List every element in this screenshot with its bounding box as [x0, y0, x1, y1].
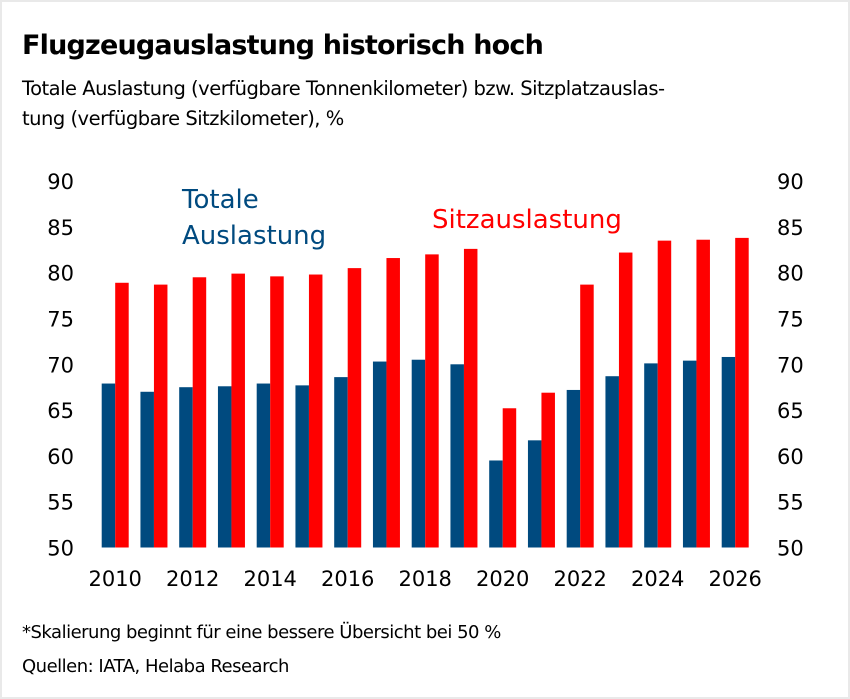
x-tick-label: 2010	[88, 567, 141, 591]
legend-totale-line-1: Totale	[181, 185, 259, 215]
y-tick-label-right: 50	[777, 537, 804, 561]
bar-totale-2022	[566, 389, 581, 548]
bar-sitz-2023	[618, 252, 633, 548]
left-y-axis: 90 85 80 75 70 65 60 55 50	[47, 170, 74, 560]
x-tick-label: 2016	[321, 567, 374, 591]
subtitle-line-1: Totale Auslastung (verfügbare Tonnenkilo…	[22, 77, 665, 100]
y-tick-label-left: 70	[47, 353, 74, 377]
x-tick-label: 2014	[243, 567, 296, 591]
bar-sitz-2024	[657, 240, 672, 548]
y-tick-label-left: 50	[47, 537, 74, 561]
bar-totale-2025	[682, 360, 697, 548]
x-tick-label: 2012	[166, 567, 219, 591]
bar-sitz-2019	[463, 248, 478, 548]
bar-totale-2019	[450, 364, 464, 548]
y-tick-label-left: 65	[47, 399, 74, 423]
y-tick-label-right: 60	[777, 445, 804, 469]
x-tick-label: 2018	[398, 567, 451, 591]
bar-sitz-2015	[308, 274, 323, 548]
y-tick-label-left: 90	[47, 170, 74, 194]
bar-sitz-2010	[115, 282, 129, 548]
bar-sitz-2011	[153, 284, 168, 548]
bar-totale-2020	[489, 460, 503, 548]
bar-totale-2026	[721, 356, 736, 548]
bar-sitz-2012	[192, 277, 207, 548]
right-y-axis: 90 85 80 75 70 65 60 55 50	[777, 170, 804, 560]
x-tick-label: 2020	[476, 567, 529, 591]
y-tick-label-right: 75	[777, 308, 804, 332]
bar-sitz-2020	[502, 408, 517, 548]
legend-sitz: Sitzauslastung	[432, 205, 622, 235]
x-axis: 2010 2012 2014 2016 2018 2020 2022 2024 2026	[88, 567, 761, 591]
y-tick-label-left: 85	[47, 216, 74, 240]
bar-sitz-2026	[735, 237, 749, 548]
subtitle-line-2: tung (verfügbare Sitzkilometer), %	[22, 107, 344, 130]
y-tick-label-right: 85	[777, 216, 804, 240]
chart-title: Flugzeugauslastung historisch hoch	[22, 30, 544, 61]
bar-totale-2017	[372, 361, 387, 548]
bar-totale-2016	[334, 377, 348, 548]
y-tick-label-right: 80	[777, 262, 804, 286]
bar-sitz-2014	[270, 276, 284, 548]
footnote: *Skalierung beginnt für eine bessere Übe…	[22, 622, 501, 643]
x-tick-label: 2022	[553, 567, 606, 591]
y-tick-label-right: 65	[777, 399, 804, 423]
y-tick-label-left: 80	[47, 262, 74, 286]
y-tick-label-right: 90	[777, 170, 804, 194]
y-tick-label-right: 55	[777, 491, 804, 515]
y-tick-label-left: 55	[47, 491, 74, 515]
bars	[101, 237, 749, 548]
source-note: Quellen: IATA, Helaba Research	[22, 656, 289, 677]
bar-sitz-2025	[696, 239, 710, 548]
bar-totale-2023	[605, 376, 619, 548]
x-tick-label: 2026	[708, 567, 761, 591]
x-tick-label: 2024	[631, 567, 684, 591]
bar-totale-2014	[256, 383, 271, 548]
bar-totale-2013	[217, 386, 232, 548]
bar-sitz-2017	[386, 258, 400, 548]
y-tick-label-left: 75	[47, 308, 74, 332]
bar-sitz-2021	[541, 392, 555, 548]
bar-sitz-2022	[580, 284, 594, 548]
legend-totale-line-2: Auslastung	[182, 221, 326, 251]
bar-sitz-2018	[425, 254, 439, 548]
bar-sitz-2016	[347, 268, 362, 548]
legend: Totale Auslastung Sitzauslastung	[181, 185, 622, 251]
chart-subtitle: Totale Auslastung (verfügbare Tonnenkilo…	[22, 74, 822, 134]
y-tick-label-right: 70	[777, 353, 804, 377]
bar-totale-2010	[101, 383, 116, 548]
bar-totale-2024	[644, 363, 658, 548]
y-tick-label-left: 60	[47, 445, 74, 469]
bar-totale-2021	[527, 440, 542, 548]
bar-totale-2015	[295, 385, 309, 548]
bar-totale-2012	[179, 387, 193, 548]
bar-totale-2018	[411, 359, 426, 548]
bar-totale-2011	[140, 391, 154, 548]
bar-sitz-2013	[231, 273, 245, 548]
